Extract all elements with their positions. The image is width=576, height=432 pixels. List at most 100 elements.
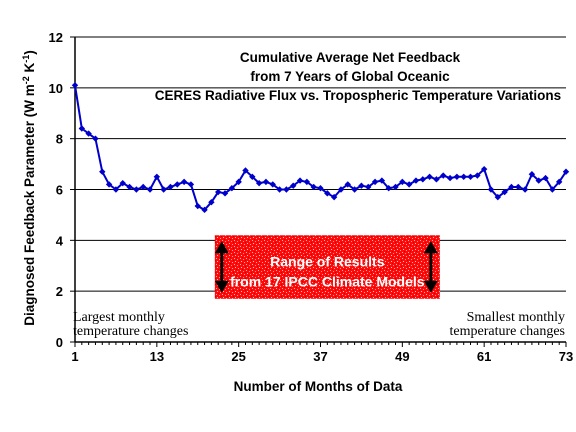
data-point-10 — [133, 186, 140, 193]
data-point-41 — [344, 181, 351, 188]
data-point-1 — [71, 82, 79, 89]
data-point-47 — [385, 185, 392, 192]
data-point-52 — [419, 176, 426, 183]
x-tick-label-61: 61 — [477, 349, 491, 364]
range-text-line-2: from 17 IPCC Climate Models — [230, 273, 425, 289]
series-line — [71, 82, 570, 214]
data-point-70 — [542, 174, 549, 182]
data-point-33 — [290, 182, 297, 189]
data-point-45 — [371, 178, 379, 186]
data-point-35 — [303, 178, 311, 186]
data-point-44 — [365, 183, 372, 191]
data-point-11 — [139, 183, 147, 191]
data-point-72 — [555, 178, 563, 186]
data-point-13 — [153, 173, 161, 180]
data-point-3 — [85, 130, 92, 137]
title-line-1: Cumulative Average Net Feedback — [240, 50, 461, 65]
y-tick-label-6: 6 — [56, 183, 63, 198]
data-point-55 — [440, 172, 447, 179]
data-point-54 — [433, 176, 440, 183]
right-note-line-1: Smallest monthly — [467, 310, 565, 325]
data-point-73 — [562, 168, 570, 175]
data-point-9 — [126, 183, 133, 191]
title-line-2: from 7 Years of Global Oceanic — [250, 69, 450, 84]
data-point-21 — [208, 199, 215, 206]
x-axis-label: Number of Months of Data — [234, 379, 403, 394]
data-point-28 — [255, 179, 263, 187]
data-point-25 — [235, 178, 242, 186]
data-point-58 — [460, 173, 467, 180]
data-point-40 — [337, 186, 345, 193]
data-point-4 — [92, 135, 99, 142]
x-tick-labels: 1 13 25 37 49 61 73 — [71, 349, 573, 364]
data-point-59 — [467, 173, 474, 180]
x-tick-label-1: 1 — [71, 349, 78, 364]
y-tick-label-4: 4 — [56, 233, 64, 248]
data-point-2 — [78, 125, 86, 132]
y-tick-labels: 0 2 4 6 8 10 12 — [49, 30, 64, 350]
y-axis-label-sup2: -1 — [21, 55, 31, 63]
data-point-53 — [426, 173, 433, 180]
data-point-22 — [215, 188, 222, 196]
data-point-14 — [160, 186, 167, 193]
data-point-48 — [392, 183, 399, 191]
y-axis-label-mid: K — [22, 62, 37, 76]
y-tick-label-0: 0 — [56, 335, 63, 350]
y-tick-label-10: 10 — [49, 81, 63, 96]
y-tick-label-8: 8 — [56, 132, 63, 147]
range-arrow-right — [423, 241, 438, 293]
data-point-61 — [480, 165, 488, 173]
data-point-34 — [296, 177, 304, 184]
range-box-fill — [214, 235, 440, 299]
data-point-23 — [221, 190, 229, 197]
data-point-5 — [99, 168, 106, 175]
y-axis-label-end: ) — [22, 50, 37, 55]
data-point-38 — [324, 190, 331, 197]
data-point-32 — [283, 186, 290, 193]
range-arrow-right-head-down — [423, 280, 438, 293]
title-line-3: CERES Radiative Flux vs. Tropospheric Te… — [155, 88, 561, 103]
data-point-46 — [378, 177, 386, 184]
data-point-69 — [535, 177, 542, 184]
data-point-71 — [549, 186, 556, 193]
x-tick-label-25: 25 — [231, 349, 245, 364]
data-point-42 — [351, 186, 358, 193]
data-point-43 — [358, 182, 365, 189]
range-arrow-left-head-up — [214, 241, 229, 254]
range-text-line-1: Range of Results — [270, 253, 385, 269]
y-tick-label-12: 12 — [49, 30, 63, 45]
left-note-line-2: temperature changes — [73, 324, 188, 339]
data-point-17 — [180, 178, 188, 186]
data-point-18 — [187, 181, 195, 188]
data-point-6 — [105, 181, 113, 188]
right-note-line-2: temperature changes — [450, 324, 565, 339]
x-tick-label-73: 73 — [559, 349, 573, 364]
data-point-67 — [521, 186, 529, 193]
data-point-39 — [330, 193, 338, 201]
range-arrow-left — [214, 241, 229, 293]
data-point-56 — [446, 174, 454, 182]
data-point-36 — [310, 183, 317, 191]
data-point-68 — [528, 171, 536, 178]
chart-title: Cumulative Average Net Feedback from 7 Y… — [155, 50, 561, 103]
x-tick-label-37: 37 — [313, 349, 327, 364]
data-point-8 — [119, 179, 126, 187]
data-point-15 — [167, 183, 174, 191]
data-point-64 — [501, 188, 508, 196]
data-point-60 — [474, 172, 481, 179]
range-arrow-right-head-up — [423, 241, 438, 254]
range-arrow-left-head-down — [214, 280, 229, 293]
data-point-12 — [146, 186, 154, 193]
data-point-26 — [242, 167, 249, 174]
x-tick-label-13: 13 — [150, 349, 164, 364]
y-axis-label: Diagnosed Feedback Parameter (W m-2 K-1) — [21, 50, 37, 326]
data-point-62 — [487, 186, 495, 193]
data-point-31 — [276, 186, 283, 193]
data-point-20 — [201, 206, 208, 214]
data-point-50 — [405, 181, 413, 188]
data-point-66 — [515, 183, 522, 191]
data-point-51 — [412, 177, 420, 184]
y-axis-label-main: Diagnosed Feedback Parameter (W m — [22, 84, 37, 326]
x-tick-label-49: 49 — [395, 349, 409, 364]
